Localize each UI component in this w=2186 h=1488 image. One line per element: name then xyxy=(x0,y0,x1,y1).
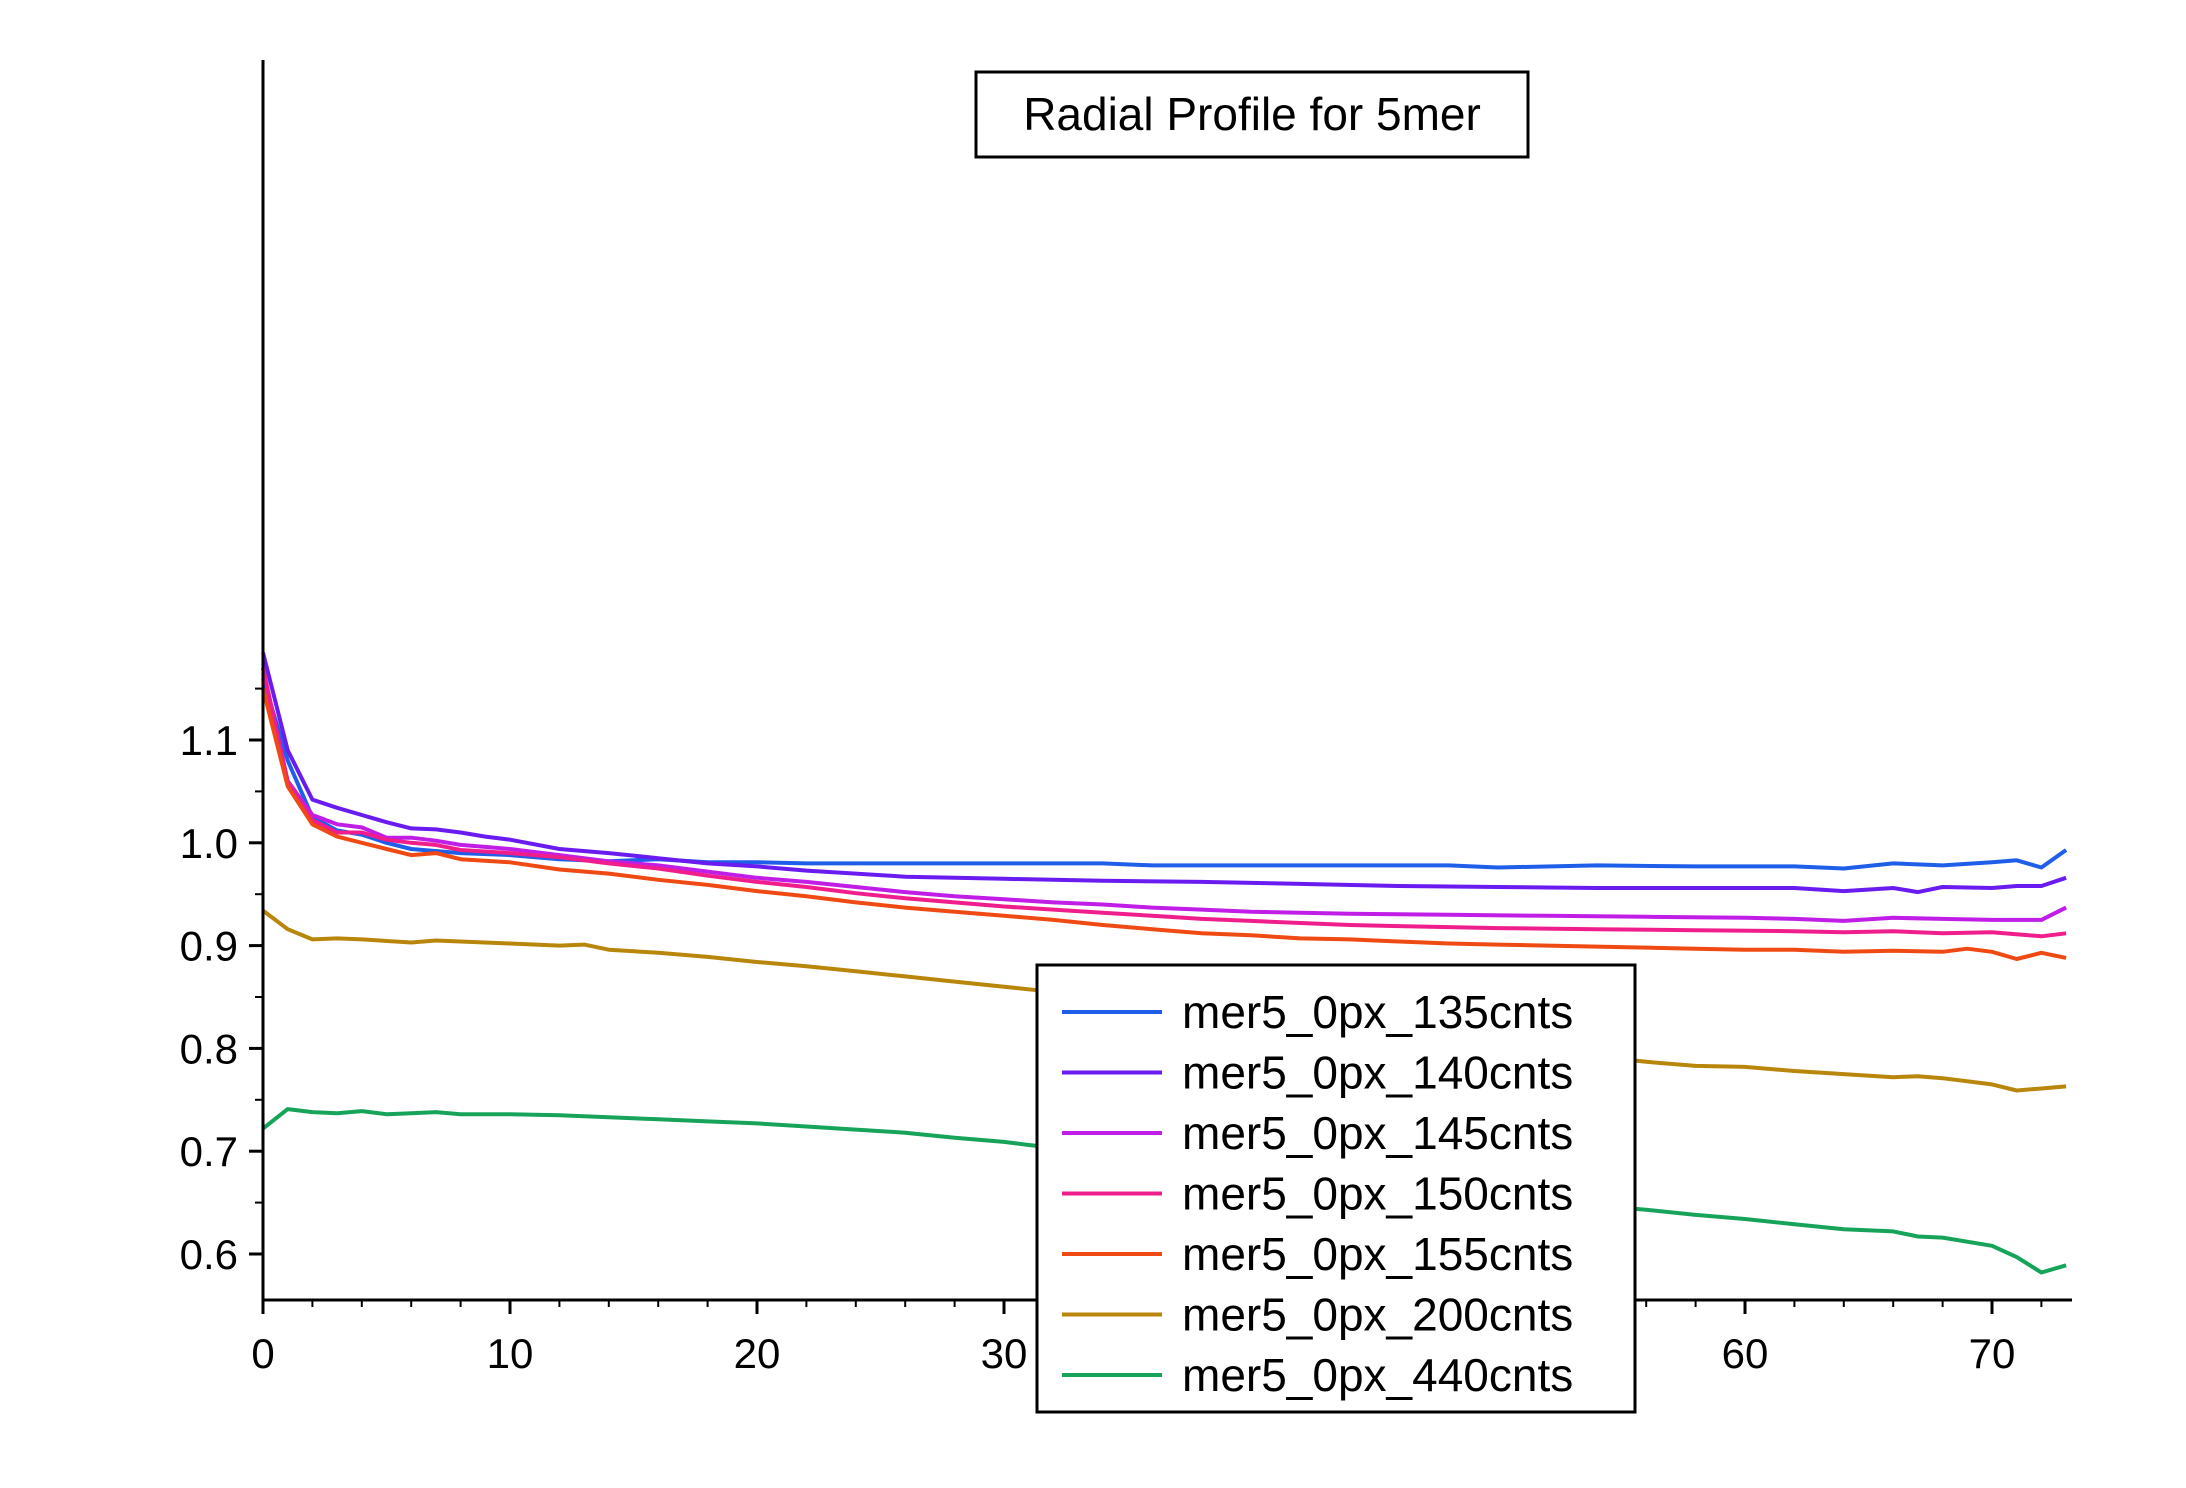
legend-label: mer5_0px_200cnts xyxy=(1182,1289,1573,1341)
legend-label: mer5_0px_440cnts xyxy=(1182,1349,1573,1401)
x-tick-label: 0 xyxy=(251,1330,274,1377)
legend-label: mer5_0px_155cnts xyxy=(1182,1228,1573,1280)
y-tick-label: 1.1 xyxy=(180,717,238,764)
x-tick-label: 70 xyxy=(1969,1330,2016,1377)
legend-label: mer5_0px_140cnts xyxy=(1182,1047,1573,1099)
y-tick-label: 0.9 xyxy=(180,923,238,970)
legend: mer5_0px_135cnts mer5_0px_140cnts mer5_0px… xyxy=(1035,963,1637,1414)
y-tick-label: 0.6 xyxy=(180,1231,238,1278)
x-tick-label: 60 xyxy=(1722,1330,1769,1377)
y-tick-label: 0.7 xyxy=(180,1128,238,1175)
x-tick-label: 30 xyxy=(981,1330,1028,1377)
series-line-0 xyxy=(261,677,2068,871)
chart-title: Radial Profile for 5mer xyxy=(1023,88,1481,140)
legend-frame xyxy=(1035,963,1637,1414)
title-frame xyxy=(974,70,1530,159)
legend-label: mer5_0px_145cnts xyxy=(1182,1107,1573,1159)
y-tick-label: 0.8 xyxy=(180,1025,238,1072)
y-tick-label: 1.0 xyxy=(180,820,238,867)
legend-label: mer5_0px_135cnts xyxy=(1182,986,1573,1038)
legend-label: mer5_0px_150cnts xyxy=(1182,1168,1573,1220)
x-tick-label: 10 xyxy=(487,1330,534,1377)
series-line-3 xyxy=(261,667,2067,939)
x-tick-label: 20 xyxy=(734,1330,781,1377)
series-line-4 xyxy=(261,688,2067,961)
series-line-1 xyxy=(261,652,2067,895)
series-line-2 xyxy=(261,667,2067,923)
y-axis-ticks: 0.6 0.7 0.8 0.9 1.0 1.1 xyxy=(180,687,263,1278)
chart-title-box: Radial Profile for 5mer xyxy=(974,70,1530,159)
series-line-6 xyxy=(261,1107,2067,1275)
